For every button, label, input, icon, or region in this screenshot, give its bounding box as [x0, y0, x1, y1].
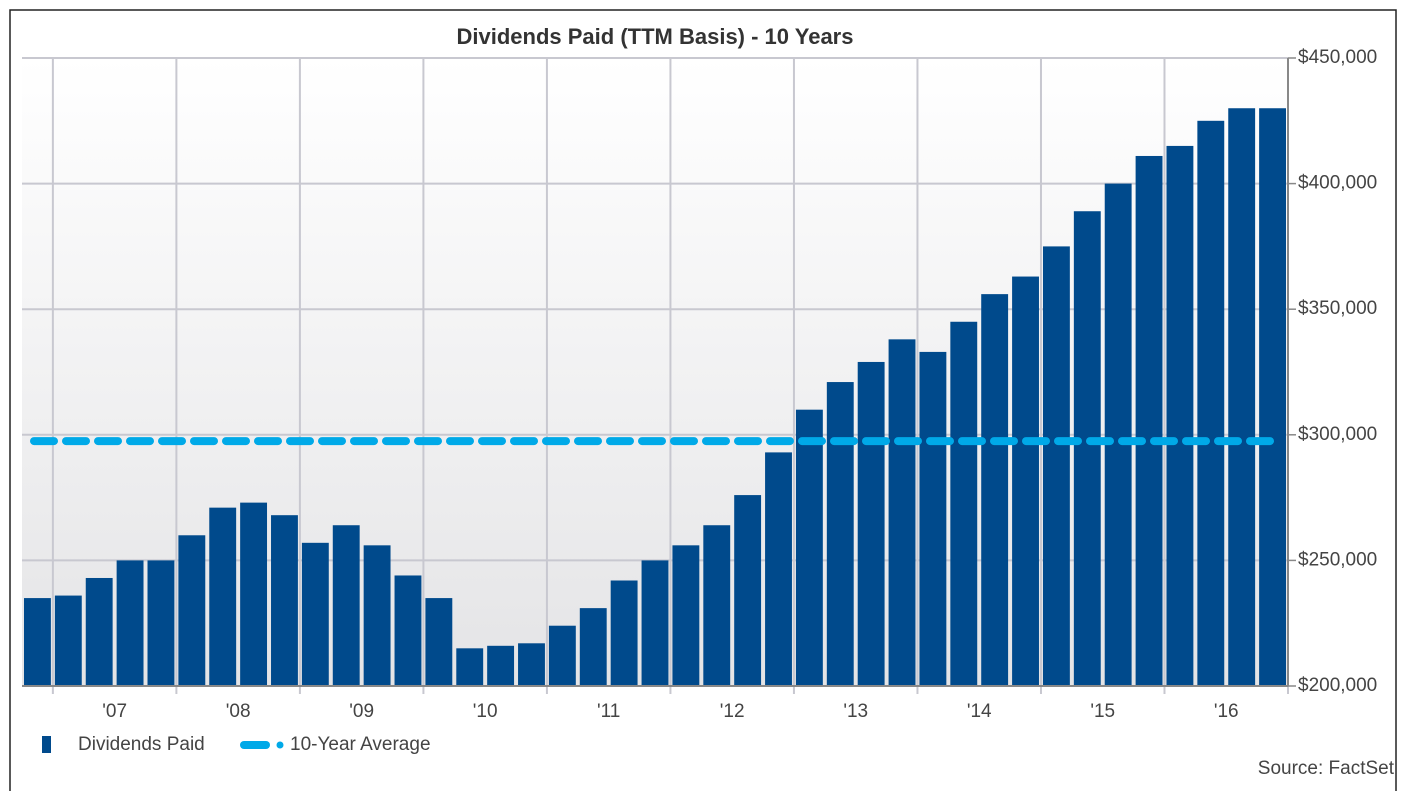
- y-tick-label: $300,000: [1298, 424, 1377, 445]
- bar: [24, 598, 51, 686]
- x-tick-label: '12: [720, 701, 745, 722]
- x-tick-label: '08: [226, 701, 251, 722]
- bar: [981, 294, 1009, 686]
- bar: [425, 598, 453, 686]
- bar: [1197, 120, 1225, 687]
- bar: [394, 575, 422, 686]
- bar: [1228, 108, 1256, 687]
- bar: [147, 560, 175, 686]
- bar: [1073, 211, 1101, 686]
- x-tick-label: '14: [967, 701, 992, 722]
- legend-label: Dividends Paid: [78, 734, 205, 755]
- bar: [734, 495, 762, 686]
- bar: [672, 545, 700, 686]
- frame: [9, 9, 1397, 791]
- x-tick-label: '15: [1090, 701, 1115, 722]
- x-tick-label: '10: [473, 701, 498, 722]
- bar: [795, 409, 823, 686]
- bar: [456, 648, 484, 686]
- bar: [363, 545, 391, 686]
- bar: [518, 643, 545, 686]
- bar: [641, 560, 669, 686]
- bar: [1135, 155, 1163, 686]
- x-tick-label: '16: [1214, 701, 1239, 722]
- bar: [116, 560, 144, 686]
- bar: [301, 542, 329, 686]
- bar: [950, 321, 978, 686]
- legend-swatch: [42, 736, 51, 753]
- x-tick-label: '09: [349, 701, 374, 722]
- bar: [703, 525, 731, 686]
- bar: [888, 339, 916, 686]
- legend-label: 10-Year Average: [290, 734, 431, 755]
- bar: [209, 507, 237, 686]
- legend-swatch: [276, 741, 284, 749]
- source: Source: FactSet: [1258, 758, 1395, 779]
- bar: [54, 595, 82, 686]
- bar: [487, 645, 515, 686]
- bar: [1042, 246, 1070, 686]
- y-tick-label: $250,000: [1298, 549, 1377, 570]
- bar: [548, 625, 576, 686]
- x-tick-label: '11: [597, 701, 620, 722]
- bar: [826, 382, 854, 686]
- bar: [271, 515, 298, 686]
- y-tick-label: $200,000: [1298, 675, 1377, 696]
- bar: [332, 525, 360, 686]
- y-tick-label: $450,000: [1298, 47, 1377, 68]
- bar: [178, 535, 206, 686]
- bar: [610, 580, 638, 686]
- bar: [1259, 108, 1286, 687]
- y-tick-label: $400,000: [1298, 173, 1377, 194]
- y-tick-label: $350,000: [1298, 298, 1377, 319]
- bar: [1104, 183, 1132, 686]
- bar: [1166, 145, 1194, 687]
- bar: [1012, 276, 1039, 686]
- chart-title: Dividends Paid (TTM Basis) - 10 Years: [457, 24, 854, 49]
- bar: [85, 577, 113, 686]
- bar: [765, 452, 792, 686]
- x-tick-label: '13: [843, 701, 868, 722]
- bar: [857, 361, 885, 686]
- bar: [240, 502, 268, 686]
- x-tick-label: '07: [102, 701, 127, 722]
- bar: [919, 351, 947, 686]
- bar: [579, 608, 607, 686]
